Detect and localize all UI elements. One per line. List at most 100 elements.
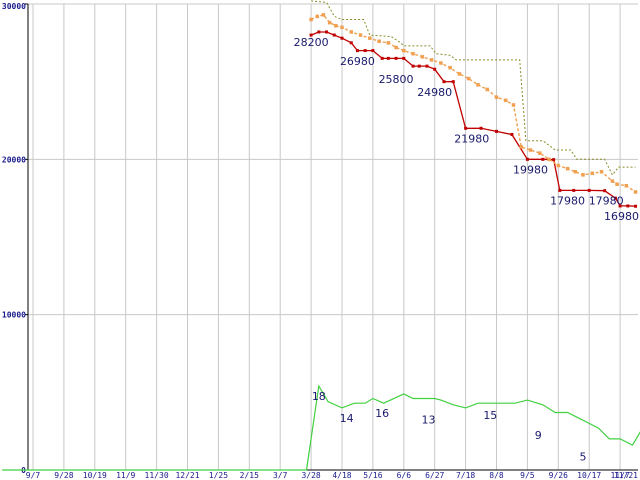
data-label: 26980 bbox=[340, 55, 375, 68]
average-point bbox=[610, 179, 615, 183]
average-point bbox=[420, 55, 425, 59]
average-point bbox=[590, 171, 595, 176]
x-tick-label: 11/30 bbox=[145, 471, 169, 480]
y-tick-label: 10000 bbox=[2, 311, 26, 320]
x-tick-label: 4/18 bbox=[332, 471, 351, 480]
price-point bbox=[618, 204, 622, 208]
price-point bbox=[363, 49, 367, 53]
average-point bbox=[504, 98, 508, 103]
price-point bbox=[371, 49, 375, 53]
price-point bbox=[634, 204, 638, 208]
x-tick-label: 11/21 bbox=[614, 471, 638, 480]
price-point bbox=[380, 56, 384, 60]
x-tick-label: 6/27 bbox=[425, 471, 444, 480]
average-point bbox=[340, 25, 344, 30]
average-point bbox=[581, 173, 585, 177]
x-tick-label: 12/21 bbox=[175, 471, 199, 480]
price-point bbox=[349, 41, 353, 45]
average-point bbox=[633, 190, 638, 194]
average-line bbox=[310, 14, 636, 193]
x-tick-label: 11/9 bbox=[116, 471, 135, 480]
price-point bbox=[325, 30, 329, 34]
price-point bbox=[340, 36, 344, 40]
price-point bbox=[442, 80, 446, 84]
series bbox=[2, 0, 640, 471]
average-point bbox=[538, 151, 542, 155]
price-point bbox=[479, 126, 483, 130]
x-tick-label: 9/28 bbox=[54, 471, 73, 480]
data-label: 16 bbox=[375, 407, 389, 420]
average-point bbox=[615, 182, 619, 186]
price-point bbox=[541, 157, 545, 161]
price-point bbox=[552, 158, 556, 162]
price-point bbox=[626, 204, 630, 208]
x-tick-label: 10/19 bbox=[83, 471, 107, 480]
price-point bbox=[402, 56, 406, 60]
price-point bbox=[464, 126, 468, 130]
average-point bbox=[573, 170, 578, 174]
average-point bbox=[565, 166, 570, 171]
price-point bbox=[425, 64, 429, 68]
price-point bbox=[510, 132, 514, 136]
x-tick-label: 3/28 bbox=[301, 471, 320, 480]
average-point bbox=[327, 20, 332, 25]
price-point bbox=[332, 33, 336, 37]
average-point bbox=[321, 13, 326, 17]
data-label: 17980 bbox=[589, 195, 624, 208]
price-point bbox=[572, 188, 576, 192]
data-label: 13 bbox=[422, 413, 436, 426]
average-point bbox=[556, 163, 561, 168]
average-point bbox=[386, 41, 391, 45]
average-point bbox=[466, 76, 471, 81]
average-point bbox=[599, 170, 604, 174]
price-point bbox=[495, 129, 498, 133]
data-label: 15 bbox=[483, 409, 497, 422]
x-axis-tick-labels: 9/7 9/28 10/19 11/9 11/30 12/21 1/25 2/15 3/7 3/2… bbox=[26, 471, 638, 480]
price-point bbox=[558, 188, 562, 192]
x-tick-label: 6/6 bbox=[397, 471, 412, 480]
data-label: 5 bbox=[580, 451, 587, 464]
price-point bbox=[613, 196, 617, 200]
price-line bbox=[310, 31, 636, 207]
average-point bbox=[528, 148, 533, 152]
average-point bbox=[485, 87, 489, 92]
price-point bbox=[587, 188, 591, 192]
data-label: 16980 bbox=[604, 210, 639, 223]
price-point bbox=[317, 30, 321, 34]
data-label: 17980 bbox=[550, 195, 585, 208]
price-point bbox=[451, 80, 455, 84]
price-point bbox=[411, 64, 415, 68]
x-tick-label: 5/16 bbox=[363, 471, 382, 480]
average-point bbox=[315, 14, 320, 19]
x-tick-label: 7/18 bbox=[456, 471, 475, 480]
average-point bbox=[519, 145, 523, 149]
x-tick-label: 3/7 bbox=[273, 471, 288, 480]
data-label: 24980 bbox=[417, 86, 452, 99]
average-point bbox=[511, 103, 516, 107]
average-point bbox=[402, 48, 406, 53]
data-label: 21980 bbox=[454, 133, 489, 146]
x-tick-label: 9/26 bbox=[549, 471, 568, 480]
price-point bbox=[433, 67, 437, 71]
average-point bbox=[358, 33, 363, 37]
price-point bbox=[386, 56, 390, 60]
price-point bbox=[525, 157, 529, 161]
average-point bbox=[334, 23, 338, 28]
average-point bbox=[349, 30, 354, 34]
x-tick-label: 10/17 bbox=[577, 471, 601, 480]
data-label: 14 bbox=[340, 412, 354, 425]
average-point bbox=[377, 39, 381, 44]
average-point bbox=[394, 45, 398, 50]
upper-line bbox=[311, 0, 636, 176]
average-point bbox=[624, 183, 629, 188]
y-tick-label: 20000 bbox=[2, 155, 26, 164]
x-tick-label: 9/7 bbox=[26, 471, 41, 480]
average-point bbox=[439, 61, 443, 65]
x-tick-label: 1/25 bbox=[209, 471, 228, 480]
price-point bbox=[417, 64, 421, 68]
rank-line bbox=[2, 384, 640, 471]
price-point bbox=[394, 56, 398, 60]
